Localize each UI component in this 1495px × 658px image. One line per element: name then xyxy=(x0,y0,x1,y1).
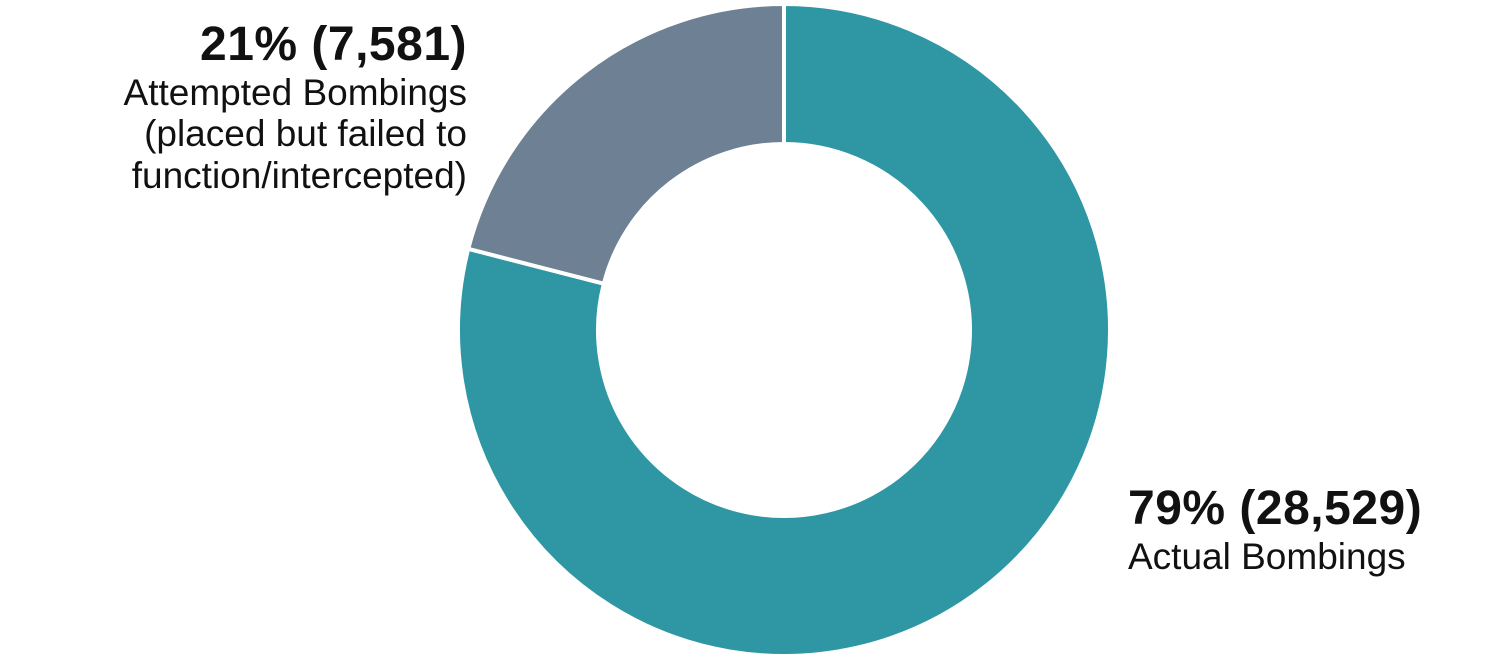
attempted-bombings-category-label: Attempted Bombings (placed but failed to… xyxy=(123,71,467,196)
slice-attempted-bombings xyxy=(466,2,786,286)
data-label-attempted-bombings: 21% (7,581) Attempted Bombings (placed b… xyxy=(124,18,467,196)
actual-bombings-value-label: 79% (28,529) xyxy=(1128,482,1423,535)
slice-actual-bombings xyxy=(456,2,1112,658)
data-label-actual-bombings: 79% (28,529) Actual Bombings xyxy=(1128,482,1422,577)
attempted-bombings-value-label: 21% (7,581) xyxy=(200,18,467,71)
actual-bombings-category-label: Actual Bombings xyxy=(1128,535,1406,577)
